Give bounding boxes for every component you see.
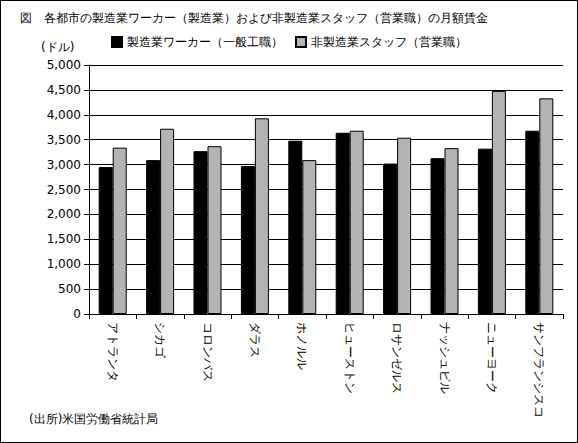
svg-text:ナッシュビル: ナッシュビル [438, 322, 452, 394]
svg-text:ロサンゼルス: ロサンゼルス [390, 322, 404, 394]
svg-text:製造業ワーカー（一般工職）: 製造業ワーカー（一般工職） [127, 35, 283, 49]
svg-text:ニューヨーク: ニューヨーク [485, 322, 499, 394]
svg-text:ダラス: ダラス [248, 322, 262, 358]
svg-text:4,000: 4,000 [47, 108, 81, 122]
svg-text:(ドル): (ドル) [41, 40, 74, 54]
svg-text:5,000: 5,000 [47, 58, 81, 72]
svg-text:2,500: 2,500 [47, 183, 81, 197]
svg-text:サンフランシスコ: サンフランシスコ [532, 322, 546, 418]
svg-text:シカゴ: シカゴ [153, 322, 167, 359]
svg-text:4,500: 4,500 [47, 83, 81, 97]
svg-text:ホノルル: ホノルル [295, 322, 309, 370]
svg-text:2,000: 2,000 [47, 207, 81, 221]
svg-text:3,500: 3,500 [47, 133, 81, 147]
svg-text:ヒューストン: ヒューストン [343, 322, 357, 394]
svg-text:500: 500 [58, 282, 81, 296]
svg-text:(出所)米国労働省統計局: (出所)米国労働省統計局 [29, 412, 158, 426]
svg-text:1,500: 1,500 [47, 232, 81, 246]
svg-text:図 各都市の製造業ワーカー（製造業）および非製造業スタッフ（: 図 各都市の製造業ワーカー（製造業）および非製造業スタッフ（営業職）の月額賃金 [20, 11, 488, 25]
svg-text:アトランタ: アトランタ [106, 322, 120, 382]
svg-text:1,000: 1,000 [47, 257, 81, 271]
svg-text:非製造業スタッフ（営業職）: 非製造業スタッフ（営業職） [311, 35, 467, 49]
svg-text:コロンバス: コロンバス [201, 322, 215, 382]
svg-text:3,000: 3,000 [47, 158, 81, 172]
svg-text:0: 0 [73, 307, 81, 321]
